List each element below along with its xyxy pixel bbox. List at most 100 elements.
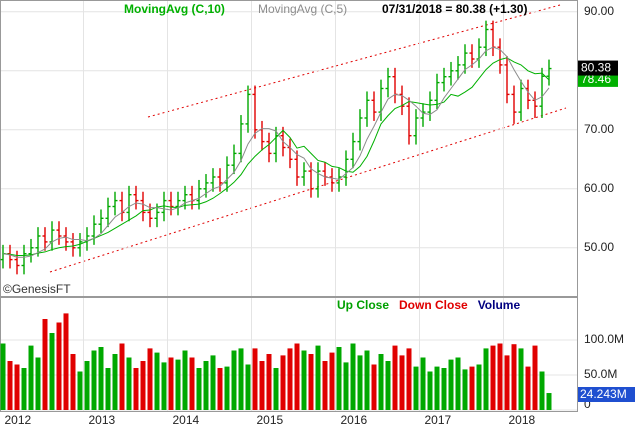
volume-bar xyxy=(28,345,34,410)
volume-bar xyxy=(14,364,20,410)
y-tick-label: 70.00 xyxy=(584,122,614,136)
marks xyxy=(0,20,552,410)
volume-bar xyxy=(455,357,461,410)
volume-bar xyxy=(462,369,468,410)
volume-tick-label: 0 xyxy=(584,397,591,411)
volume-bar xyxy=(7,361,13,410)
volume-bar xyxy=(161,362,167,410)
volume-tick-label: 100.0M xyxy=(584,332,624,346)
volume-bar xyxy=(84,361,90,410)
volume-bar xyxy=(497,343,503,410)
volume-bar xyxy=(112,354,118,410)
volume-bar xyxy=(364,350,370,410)
volume-bar xyxy=(371,364,377,410)
volume-bar xyxy=(147,348,153,410)
volume-bar xyxy=(238,348,244,410)
volume-bar xyxy=(532,345,538,410)
volume-bar xyxy=(49,333,55,410)
volume-bar xyxy=(105,368,111,410)
volume-bar xyxy=(490,345,496,410)
volume-bar xyxy=(63,313,69,410)
volume-bar xyxy=(525,366,531,410)
volume-bar xyxy=(35,357,41,410)
volume-bar xyxy=(168,357,174,410)
y-tick-label: 50.00 xyxy=(584,240,614,254)
volume-bar xyxy=(154,352,160,410)
volume-bar xyxy=(511,344,517,410)
volume-bar xyxy=(70,354,76,410)
volume-bar xyxy=(133,368,139,410)
legend-entry: Volume xyxy=(478,298,521,312)
volume-bar xyxy=(336,347,342,410)
volume-bar xyxy=(56,322,62,410)
volume-bar xyxy=(378,354,384,410)
volume-value: 24.243M xyxy=(580,387,627,401)
x-tick-label: 2012 xyxy=(5,413,32,427)
price-panel xyxy=(0,0,578,297)
x-tick-label: 2017 xyxy=(425,413,452,427)
volume-bar xyxy=(294,343,300,410)
volume-bar xyxy=(469,366,475,410)
volume-bar xyxy=(518,348,524,410)
volume-bar xyxy=(182,350,188,410)
volume-bar xyxy=(231,350,237,410)
volume-bar xyxy=(406,348,412,410)
ma5-label: MovingAvg (C,5) xyxy=(258,2,347,16)
volume-bar xyxy=(448,359,454,410)
volume-bar xyxy=(273,368,279,410)
volume-bar xyxy=(539,371,545,410)
last-value: 80.38 xyxy=(581,61,611,75)
channel-upper xyxy=(147,4,561,118)
volume-bar xyxy=(434,366,440,410)
x-tick-label: 2014 xyxy=(173,413,200,427)
volume-bar xyxy=(413,366,419,410)
volume-bar xyxy=(308,354,314,410)
moving-average xyxy=(2,46,550,258)
ma10-label: MovingAvg (C,10) xyxy=(124,2,225,16)
volume-bar xyxy=(329,352,335,410)
volume-bar xyxy=(210,355,216,410)
legend-entry: Up Close xyxy=(337,298,389,312)
volume-bar xyxy=(42,319,48,410)
ma-value-box xyxy=(578,72,618,87)
volume-bar xyxy=(189,357,195,410)
volume-tick-label: 50.0M xyxy=(584,367,617,381)
volume-bar xyxy=(252,348,258,410)
volume-bar xyxy=(427,371,433,410)
x-tick-label: 2018 xyxy=(509,413,536,427)
volume-bar xyxy=(140,361,146,410)
volume-bar xyxy=(259,361,265,410)
volume-bar xyxy=(350,343,356,410)
volume-value-box xyxy=(578,387,635,402)
volume-bar xyxy=(483,348,489,410)
volume-bar xyxy=(301,350,307,410)
volume-bar xyxy=(280,355,286,410)
volume-bar xyxy=(287,348,293,410)
volume-bar xyxy=(77,371,83,410)
volume-bar xyxy=(546,393,552,410)
volume-bar xyxy=(91,350,97,410)
volume-bar xyxy=(399,355,405,410)
y-tick-label: 90.00 xyxy=(584,4,614,18)
volume-bar xyxy=(420,357,426,410)
volume-bar xyxy=(217,368,223,410)
volume-bar xyxy=(245,364,251,410)
volume-bar xyxy=(98,347,104,410)
volume-bar xyxy=(476,364,482,410)
volume-bar xyxy=(196,368,202,410)
volume-bar xyxy=(0,343,6,410)
volume-bar xyxy=(224,366,230,410)
volume-bar xyxy=(504,355,510,410)
volume-bar xyxy=(119,343,125,410)
volume-bar xyxy=(175,359,181,410)
x-tick-label: 2013 xyxy=(89,413,116,427)
volume-bar xyxy=(266,354,272,410)
volume-bar xyxy=(203,361,209,410)
volume-bar xyxy=(385,361,391,410)
volume-bar xyxy=(322,361,328,410)
channel-lower xyxy=(49,107,567,273)
credit: ©GenesisFT xyxy=(3,282,71,296)
volume-bar xyxy=(441,368,447,410)
x-tick-label: 2015 xyxy=(257,413,284,427)
